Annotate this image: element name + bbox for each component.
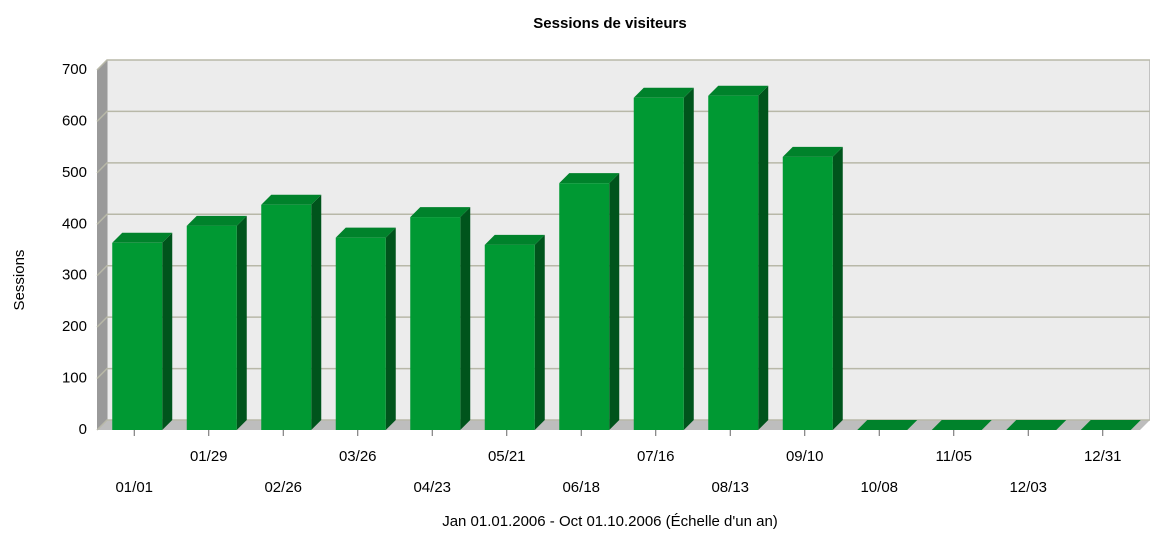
- bar: [410, 217, 461, 430]
- x-tick-label: 05/21: [488, 448, 526, 465]
- y-tick-label: 200: [62, 318, 87, 335]
- chart-title: Sessions de visiteurs: [533, 15, 686, 32]
- bar-side: [609, 173, 620, 430]
- x-tick-label: 08/13: [711, 479, 749, 496]
- bar-top: [559, 173, 620, 184]
- y-tick-label: 300: [62, 267, 87, 284]
- bar: [112, 242, 163, 430]
- bar-side: [311, 194, 322, 430]
- grid-line: [96, 110, 1150, 122]
- bar-top: [484, 234, 545, 245]
- y-tick-label: 600: [62, 112, 87, 129]
- bar-side: [832, 146, 843, 430]
- y-tick-label: 400: [62, 215, 87, 232]
- x-tick-label: 01/29: [190, 448, 228, 465]
- x-tick-label: 07/16: [637, 448, 675, 465]
- y-tick-label: 700: [62, 61, 87, 78]
- bar-top: [410, 207, 471, 218]
- y-tick-label: 0: [79, 421, 87, 438]
- bar-top: [1006, 420, 1067, 430]
- x-tick-label: 01/01: [115, 479, 153, 496]
- bar-top: [1080, 420, 1141, 430]
- x-tick-label: 02/26: [264, 479, 302, 496]
- x-axis-title: Jan 01.01.2006 - Oct 01.10.2006 (Échelle…: [442, 513, 778, 530]
- y-tick-label: 100: [62, 370, 87, 387]
- x-tick-label: 03/26: [339, 448, 377, 465]
- bar-side: [534, 234, 545, 430]
- bar: [633, 97, 684, 431]
- bar: [186, 225, 237, 430]
- bar-side: [683, 87, 694, 431]
- y-axis-title: Sessions: [11, 250, 28, 311]
- bar: [782, 156, 833, 430]
- x-tick-label: 12/03: [1009, 479, 1047, 496]
- bar-top: [112, 232, 173, 243]
- bar-side: [460, 207, 471, 430]
- left-wall: [97, 60, 107, 430]
- x-tick-label: 04/23: [413, 479, 451, 496]
- bar-top: [335, 227, 396, 238]
- bar-side: [162, 232, 173, 430]
- floor: [97, 420, 1150, 430]
- bar-top: [186, 215, 247, 226]
- grid-line: [96, 59, 1150, 71]
- bar: [484, 244, 535, 430]
- bar-top: [782, 146, 843, 157]
- bar-top: [857, 420, 918, 430]
- bar: [335, 237, 386, 430]
- bar-side: [758, 85, 769, 430]
- bar-top: [261, 194, 322, 205]
- bar: [559, 183, 610, 430]
- x-tick-label: 06/18: [562, 479, 600, 496]
- bar: [708, 95, 759, 430]
- bar-top: [708, 85, 769, 96]
- x-tick-label: 09/10: [786, 448, 824, 465]
- x-tick-label: 12/31: [1084, 448, 1122, 465]
- x-tick-label: 10/08: [860, 479, 898, 496]
- bar-side: [236, 215, 247, 430]
- y-tick-label: 500: [62, 164, 87, 181]
- bar-top: [931, 420, 992, 430]
- bar-side: [385, 227, 396, 430]
- x-tick-label: 11/05: [936, 448, 972, 465]
- bar-top: [633, 87, 694, 98]
- bar: [261, 204, 312, 430]
